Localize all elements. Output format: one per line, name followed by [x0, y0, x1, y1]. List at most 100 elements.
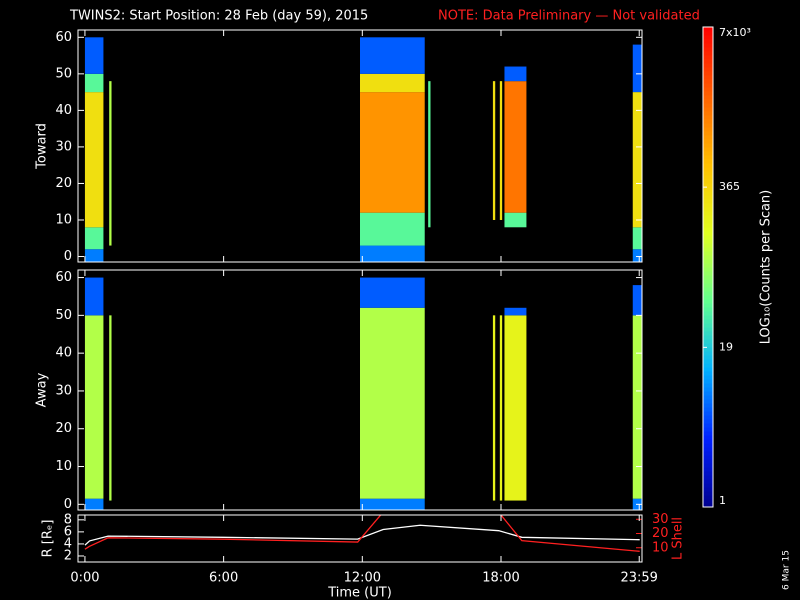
heatmap-cell [632, 227, 642, 250]
colorbar-swatch [703, 271, 713, 276]
heatmap-cell [360, 212, 425, 246]
colorbar-swatch [703, 395, 713, 400]
colorbar-swatch [703, 95, 713, 100]
heatmap-cell [504, 81, 527, 213]
colorbar-swatch [703, 371, 713, 376]
colorbar-swatch [703, 203, 713, 208]
colorbar-swatch [703, 347, 713, 352]
colorbar-swatch [703, 423, 713, 428]
colorbar-swatch [703, 375, 713, 380]
y-tick-label: 6 [64, 524, 72, 539]
colorbar-swatch [703, 455, 713, 460]
heatmap-cell [84, 92, 104, 228]
colorbar-swatch [703, 199, 713, 204]
heatmap-cell [360, 307, 425, 499]
plot-frame [77, 29, 643, 263]
colorbar-swatch [703, 219, 713, 224]
colorbar-tick-label: 365 [719, 180, 740, 193]
heatmap-cell [492, 81, 496, 220]
colorbar-swatch [703, 495, 713, 500]
series-line [84, 524, 640, 546]
heatmap [84, 37, 642, 262]
colorbar-swatch [703, 83, 713, 88]
colorbar-swatch [703, 419, 713, 424]
colorbar-swatch [703, 139, 713, 144]
title: TWINS2: Start Position: 28 Feb (day 59),… [69, 9, 368, 24]
heatmap-cell [84, 73, 104, 93]
colorbar-swatch [703, 255, 713, 260]
colorbar-swatch [703, 39, 713, 44]
colorbar-swatch [703, 67, 713, 72]
heatmap-cell [360, 498, 425, 510]
heatmap-cell [504, 315, 527, 501]
colorbar-swatch [703, 439, 713, 444]
heatmap-cell [504, 307, 527, 316]
colorbar-swatch [703, 387, 713, 392]
colorbar-swatch [703, 479, 713, 484]
heatmap-cell [632, 285, 642, 316]
heatmap-cell [84, 37, 104, 74]
y2-tick-label: 30 [652, 512, 669, 527]
colorbar-swatch [703, 143, 713, 148]
x-tick-label: 12:00 [344, 571, 381, 586]
colorbar-swatch [703, 55, 713, 60]
colorbar-swatch [703, 155, 713, 160]
colorbar-swatch [703, 471, 713, 476]
colorbar-swatch [703, 335, 713, 340]
colorbar-swatch [703, 383, 713, 388]
colorbar-swatch [703, 191, 713, 196]
colorbar-swatch [703, 503, 713, 508]
heatmap-cell [84, 277, 104, 316]
colorbar-swatch [703, 147, 713, 152]
colorbar-swatch [703, 235, 713, 240]
y-tick-label: 4 [64, 536, 72, 551]
colorbar-swatch [703, 247, 713, 252]
y-tick-label: 20 [55, 176, 72, 191]
colorbar-swatch [703, 51, 713, 56]
colorbar-swatch [703, 159, 713, 164]
colorbar-swatch [703, 491, 713, 496]
colorbar-swatch [703, 447, 713, 452]
x-tick-label: 6:00 [209, 571, 238, 586]
colorbar-swatch [703, 79, 713, 84]
heatmap-cell [84, 249, 104, 262]
colorbar-swatch [703, 443, 713, 448]
colorbar-swatch [703, 475, 713, 480]
colorbar-swatch [703, 299, 713, 304]
colorbar-swatch [703, 175, 713, 180]
colorbar-swatch [703, 75, 713, 80]
colorbar-swatch [703, 227, 713, 232]
heatmap-cell [632, 44, 642, 93]
series-line [84, 515, 640, 552]
plot-frame [77, 269, 643, 511]
colorbar-swatch [703, 315, 713, 320]
y-tick-label: 60 [55, 30, 72, 45]
colorbar-swatch [703, 71, 713, 76]
colorbar-swatch [703, 171, 713, 176]
x-tick-label: 18:00 [482, 571, 519, 586]
colorbar-swatch [703, 35, 713, 40]
y-tick-label: 8 [64, 512, 72, 527]
colorbar-swatch [703, 463, 713, 468]
date: 6 Mar 15 [782, 550, 792, 590]
colorbar-swatch [703, 119, 713, 124]
heatmap-cell [109, 81, 112, 246]
y-tick-label: 30 [55, 139, 72, 154]
y-tick-label: 40 [55, 103, 72, 118]
colorbar-swatch [703, 363, 713, 368]
colorbar-swatch [703, 131, 713, 136]
colorbar-swatch [703, 487, 713, 492]
colorbar-swatch [703, 311, 713, 316]
colorbar-swatch [703, 403, 713, 408]
colorbar-frame [702, 26, 714, 508]
y-tick-label: 20 [55, 421, 72, 436]
y2-tick-label: 20 [652, 526, 669, 541]
plot-frame [77, 514, 643, 563]
colorbar-swatch [703, 303, 713, 308]
heatmap-cell [84, 315, 104, 499]
colorbar-swatch [703, 343, 713, 348]
colorbar-title: LOG₁₀(Counts per Scan) [759, 190, 774, 345]
colorbar-swatch [703, 339, 713, 344]
colorbar-swatch [703, 103, 713, 108]
